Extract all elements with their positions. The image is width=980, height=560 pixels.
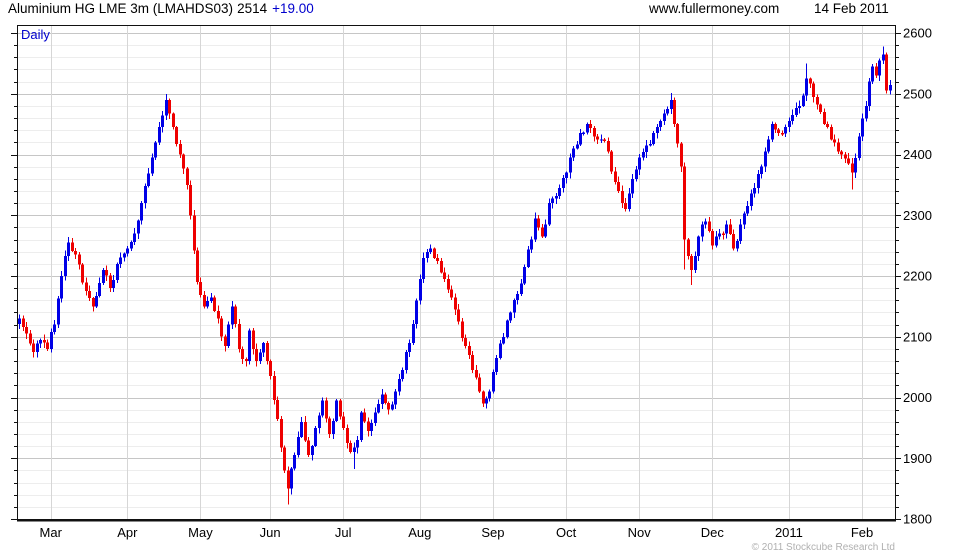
y-tick-label: 2300 — [903, 208, 932, 223]
price-change: +19.00 — [272, 1, 314, 16]
x-tick-label: Jul — [335, 525, 352, 540]
grid-major — [17, 33, 895, 459]
x-tick-label: Nov — [628, 525, 652, 540]
y-tick-label: 2000 — [903, 390, 932, 405]
y-tick-label: 2100 — [903, 329, 932, 344]
y-tick-label: 2600 — [903, 26, 932, 41]
y-tick-label: 2200 — [903, 269, 932, 284]
x-tick-label: Apr — [117, 525, 138, 540]
x-tick-label: Mar — [40, 525, 63, 540]
x-tick-label: Dec — [701, 525, 725, 540]
y-tick-label: 2500 — [903, 86, 932, 101]
x-tick-label: Aug — [408, 525, 431, 540]
last-price: 2514 — [237, 1, 268, 16]
axis-ticks — [11, 33, 901, 520]
y-axis-labels: 1800 1900 2000 2100 2200 2300 2400 2500 2600 — [903, 26, 932, 527]
frequency-label: Daily — [21, 27, 50, 42]
x-tick-label: Jun — [260, 525, 281, 540]
grid-months — [51, 25, 863, 519]
x-tick-label: 2011 — [775, 525, 803, 540]
y-tick-label: 1800 — [903, 512, 932, 527]
chart-title: Aluminium HG LME 3m (LMAHDS03) 2514 +19.00 — [8, 1, 314, 16]
x-tick-label: Oct — [556, 525, 577, 540]
instrument-name: Aluminium HG LME 3m (LMAHDS03) — [8, 1, 234, 16]
copyright-notice: © 2011 Stockcube Research Ltd — [751, 542, 895, 553]
x-axis-labels: Mar Apr May Jun Jul Aug Sep Oct Nov Dec 2011 Feb — [40, 525, 874, 540]
x-tick-label: May — [188, 525, 213, 540]
y-tick-label: 1900 — [903, 451, 932, 466]
candles — [18, 46, 892, 505]
plot-frame — [17, 25, 896, 522]
chart-date: 14 Feb 2011 — [814, 1, 889, 16]
x-tick-label: Sep — [481, 525, 504, 540]
x-tick-label: Feb — [851, 525, 873, 540]
website-text: www.fullermoney.com — [649, 1, 780, 16]
y-tick-label: 2400 — [903, 147, 932, 162]
